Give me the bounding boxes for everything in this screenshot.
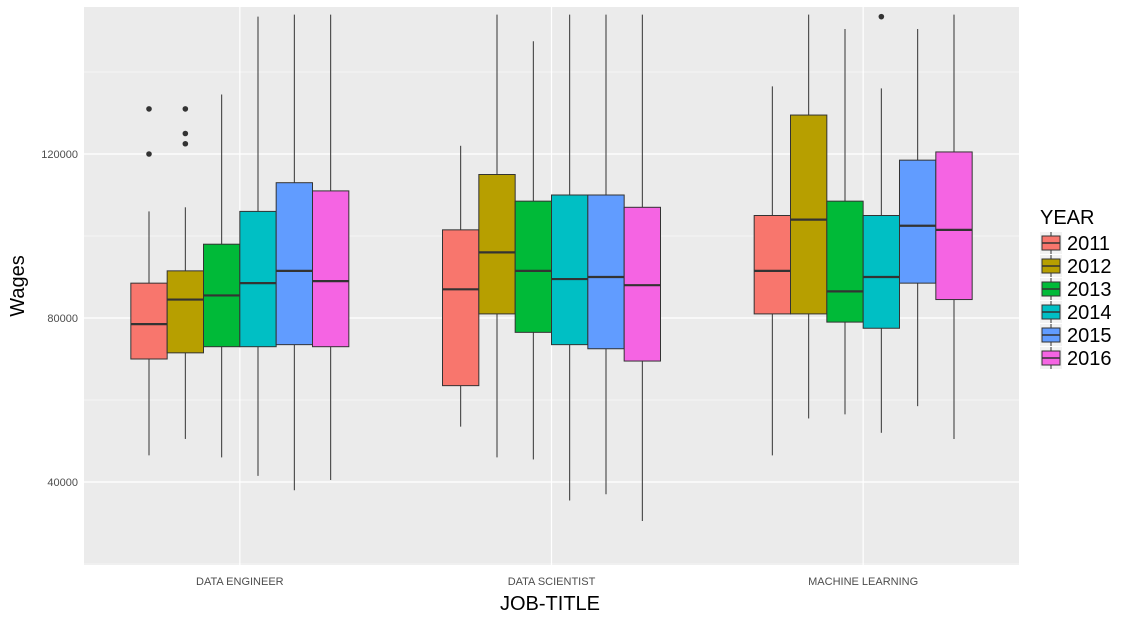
boxes-layer	[130, 13, 973, 521]
legend-label: 2014	[1067, 302, 1112, 324]
x-tick-label: MACHINE LEARNING	[808, 576, 918, 588]
box-2011	[753, 215, 792, 315]
y-axis-title: Wages	[7, 255, 29, 317]
box-2014	[551, 194, 589, 346]
box-2015	[898, 159, 937, 284]
outlier-point	[878, 13, 885, 20]
outlier-point	[182, 130, 189, 137]
x-tick-label: DATA ENGINEER	[196, 576, 284, 588]
box-2016	[935, 151, 973, 301]
box-2012	[478, 174, 516, 315]
box-2015	[587, 194, 625, 350]
axes-layer: 40000 80000 120000 DATA ENGINEER DATA SCIENT…	[41, 149, 918, 588]
box-2013	[826, 200, 864, 323]
x-tick-label: DATA SCIENTIST	[508, 576, 596, 588]
legend-label: 2012	[1067, 256, 1112, 278]
legend-title: YEAR	[1040, 207, 1094, 229]
legend-label: 2015	[1067, 325, 1112, 347]
box-2015	[275, 182, 313, 346]
outlier-point	[146, 151, 152, 157]
box-2011	[130, 282, 168, 360]
y-tick-label: 80000	[47, 313, 78, 325]
box-2012	[790, 114, 828, 315]
box-2014	[239, 210, 277, 348]
y-tick-label: 40000	[47, 477, 78, 489]
outlier-point	[146, 106, 152, 112]
outlier-point	[182, 140, 189, 147]
legend-label: 2013	[1067, 279, 1112, 301]
y-tick-label: 120000	[41, 149, 78, 161]
legend-label: 2011	[1067, 233, 1110, 255]
outlier-point	[182, 106, 189, 112]
box-2012	[166, 270, 205, 354]
box-2014	[862, 215, 900, 329]
box-2011	[442, 229, 480, 387]
box-2013	[514, 200, 552, 333]
x-axis-title: JOB-TITLE	[500, 593, 600, 615]
legend-label: 2016	[1067, 348, 1112, 370]
box-2016	[311, 190, 350, 348]
